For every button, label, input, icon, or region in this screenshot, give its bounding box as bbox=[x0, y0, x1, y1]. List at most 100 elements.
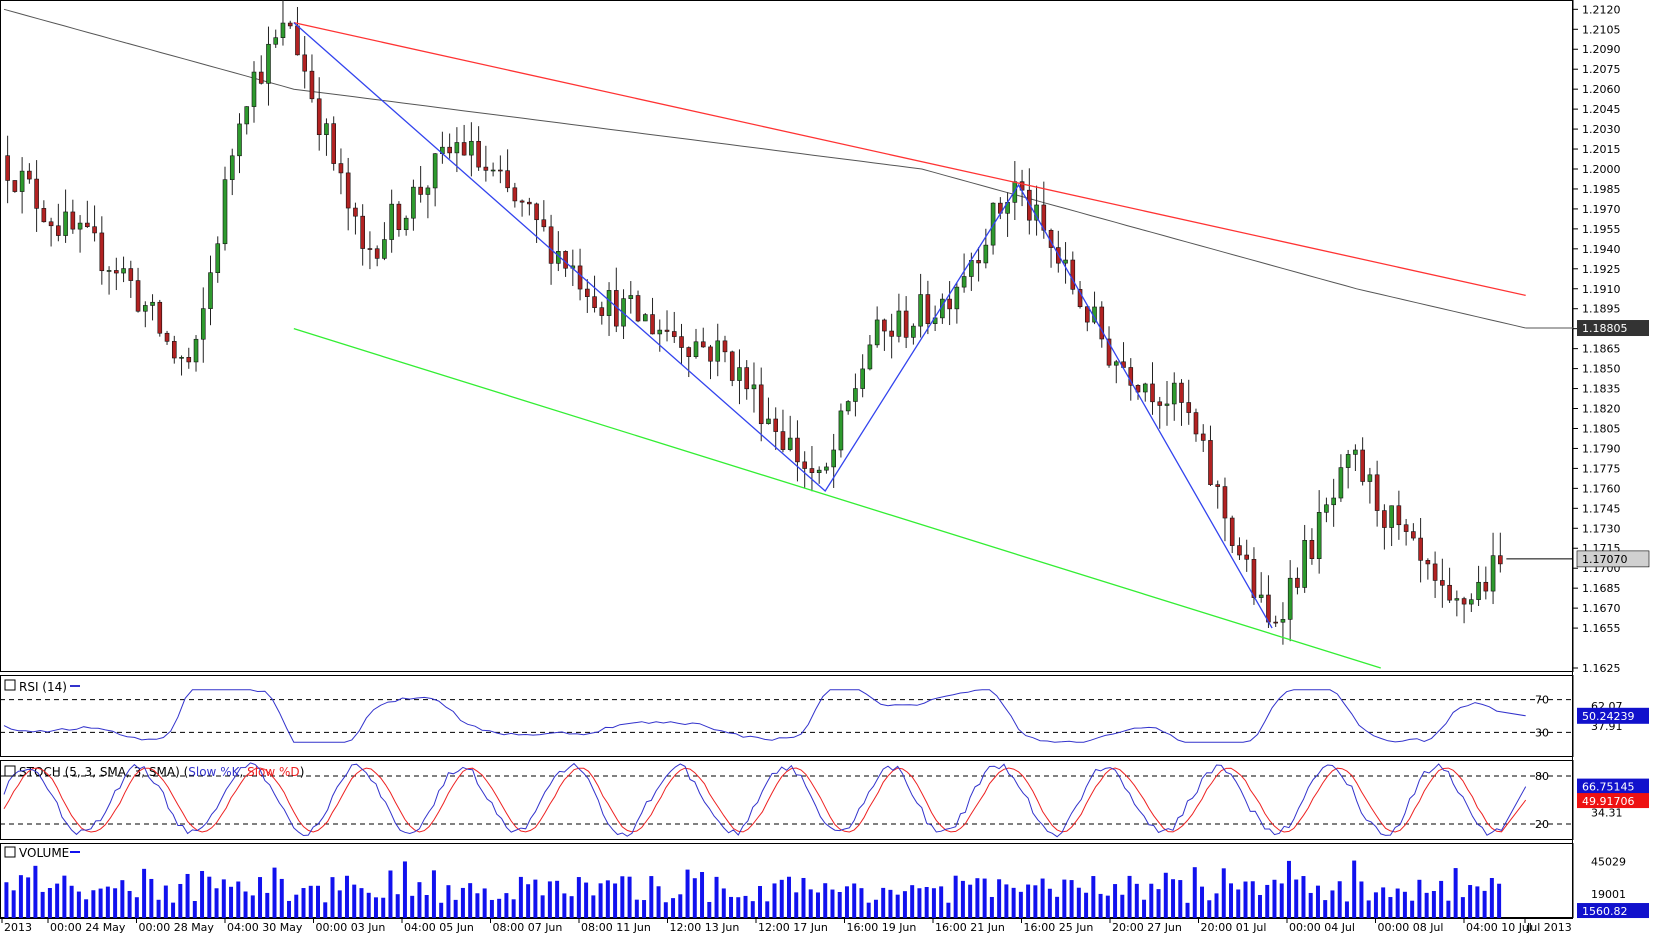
candle-down bbox=[1374, 474, 1380, 511]
volume-bar bbox=[308, 885, 313, 918]
volume-bar bbox=[1149, 883, 1154, 918]
candle-down bbox=[505, 170, 510, 189]
candle-up bbox=[403, 217, 409, 231]
candle-down bbox=[708, 346, 713, 362]
candle-down bbox=[889, 330, 894, 337]
candle-down bbox=[171, 341, 177, 359]
candle-down bbox=[527, 201, 532, 205]
candle-down bbox=[1382, 510, 1387, 528]
volume-bar bbox=[1388, 897, 1393, 918]
candle-up bbox=[693, 341, 699, 357]
candle-down bbox=[1084, 306, 1090, 323]
volume-bar bbox=[373, 897, 378, 918]
candle-down bbox=[729, 351, 735, 381]
candles-layer bbox=[5, 0, 1503, 645]
volume-bar bbox=[866, 902, 871, 918]
time-tick-label: 2013 bbox=[4, 921, 32, 934]
volume-bar bbox=[613, 883, 618, 918]
volume-bar bbox=[692, 878, 697, 918]
candle-down bbox=[41, 208, 47, 223]
volume-bar bbox=[236, 881, 241, 918]
volume-bar bbox=[982, 878, 987, 918]
candle-down bbox=[1432, 563, 1438, 581]
candle-down bbox=[338, 163, 344, 174]
price-tick-label: 1.1775 bbox=[1582, 462, 1621, 475]
volume-bar bbox=[1011, 887, 1016, 918]
candle-up bbox=[77, 222, 83, 230]
volume-bar bbox=[287, 900, 292, 918]
volume-bar bbox=[1018, 891, 1023, 918]
volume-bar bbox=[1352, 860, 1357, 918]
candle-down bbox=[345, 172, 351, 209]
candle-down bbox=[92, 226, 97, 234]
volume-bar bbox=[765, 901, 770, 918]
volume-bar bbox=[1127, 875, 1132, 918]
price-tick-label: 1.1955 bbox=[1582, 223, 1621, 236]
candle-down bbox=[374, 248, 380, 259]
volume-bar bbox=[359, 888, 364, 918]
volume-bar bbox=[953, 875, 958, 918]
candle-up bbox=[983, 244, 989, 264]
volume-bar bbox=[1221, 868, 1226, 918]
candle-up bbox=[874, 319, 880, 346]
candle-down bbox=[780, 431, 786, 450]
volume-bar bbox=[997, 879, 1002, 918]
volume-bar bbox=[721, 888, 726, 918]
candle-up bbox=[628, 295, 634, 299]
time-tick-label: 08:00 07 Jun bbox=[493, 921, 563, 934]
candle-down bbox=[287, 22, 293, 27]
candle-down bbox=[1403, 524, 1409, 532]
candle-down bbox=[1411, 531, 1416, 539]
candle-up bbox=[1331, 497, 1336, 506]
panel-border bbox=[0, 0, 1574, 672]
candle-down bbox=[164, 332, 170, 342]
volume-bar bbox=[207, 876, 212, 918]
time-axis: 2013 00:00 24 May 00:00 28 May 04:00 30 May… bbox=[1, 918, 1572, 934]
volume-bar bbox=[968, 884, 973, 918]
candle-down bbox=[1360, 449, 1365, 482]
volume-bar bbox=[1257, 894, 1262, 918]
candle-up bbox=[860, 368, 865, 389]
volume-bar bbox=[453, 899, 458, 918]
candle-up bbox=[490, 169, 496, 172]
candle-down bbox=[744, 367, 750, 390]
candle-down bbox=[128, 268, 134, 281]
time-tick-label: 12:00 17 Jun bbox=[758, 921, 828, 934]
volume-bar bbox=[960, 880, 965, 918]
candle-down bbox=[396, 203, 402, 231]
candle-down bbox=[302, 54, 308, 72]
volume-bar bbox=[1475, 886, 1480, 918]
price-tick-label: 1.1730 bbox=[1582, 522, 1621, 535]
volume-bar bbox=[620, 876, 625, 918]
volume-bar bbox=[113, 888, 118, 918]
volume-bar bbox=[1091, 876, 1096, 918]
volume-bar bbox=[924, 887, 929, 918]
candle-down bbox=[563, 251, 568, 269]
volume-bar bbox=[446, 885, 451, 918]
volume-bar bbox=[381, 897, 386, 918]
volume-bar bbox=[221, 879, 226, 918]
volume-bar bbox=[127, 890, 132, 918]
volume-bar bbox=[902, 891, 907, 918]
volume-bar bbox=[504, 893, 509, 918]
volume-bar bbox=[729, 896, 734, 918]
volume-bar bbox=[316, 885, 320, 918]
candle-up bbox=[208, 272, 213, 309]
volume-bar bbox=[410, 895, 415, 918]
volume-bar bbox=[250, 895, 255, 918]
candle-up bbox=[273, 37, 279, 45]
candle-down bbox=[1135, 385, 1141, 393]
candle-up bbox=[237, 123, 242, 157]
candle-up bbox=[179, 356, 184, 359]
candle-down bbox=[1106, 338, 1112, 366]
volume-bar bbox=[200, 870, 205, 918]
price-tick-label: 1.1670 bbox=[1582, 602, 1621, 615]
price-tick-label: 1.1790 bbox=[1582, 442, 1621, 455]
volume-bar bbox=[1497, 883, 1502, 918]
candle-up bbox=[143, 305, 148, 312]
price-tick-label: 1.2105 bbox=[1582, 23, 1621, 36]
candle-up bbox=[454, 142, 460, 154]
time-tick-label: 04:00 10 Jul bbox=[1466, 921, 1532, 934]
volume-bar bbox=[1468, 885, 1473, 918]
volume-bar bbox=[265, 892, 270, 918]
